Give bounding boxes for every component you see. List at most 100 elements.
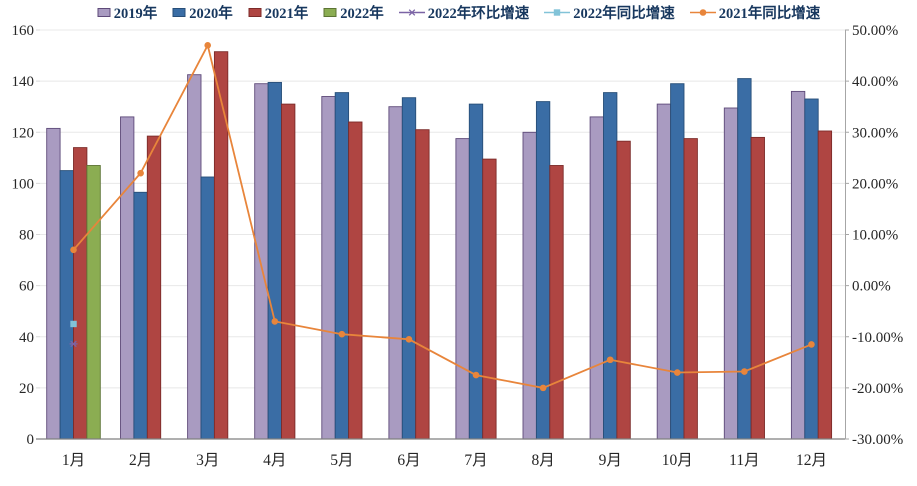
bar-2021年-12月 <box>817 130 833 440</box>
left-axis-label: 140 <box>12 74 35 90</box>
legend-item-2022年环比增速: 2022年环比增速 <box>398 2 530 23</box>
bar-2020年-2月 <box>133 191 148 440</box>
legend-item-2021年: 2021年 <box>248 2 309 23</box>
legend-label: 2022年 <box>340 6 384 22</box>
bar-2019年-3月 <box>187 74 202 440</box>
bar-2021年-6月 <box>415 129 430 440</box>
point-2021年同比增速 <box>338 330 346 338</box>
point-2022年环比增速 <box>69 340 78 348</box>
left-axis-label: 160 <box>12 23 35 39</box>
point-2021年同比增速 <box>70 246 77 254</box>
point-2021年同比增速 <box>271 318 279 325</box>
legend-label: 2021年同比增速 <box>718 6 821 22</box>
right-axis-label: 20.00% <box>852 176 898 192</box>
x-axis-label: 12月 <box>796 452 827 469</box>
point-2021年同比增速 <box>539 384 547 392</box>
right-axis-label: 10.00% <box>852 228 898 244</box>
bar-2019年-11月 <box>723 107 739 440</box>
x-axis-label: 9月 <box>599 452 622 469</box>
x-axis-label: 10月 <box>662 452 693 469</box>
point-2022年同比增速 <box>70 320 77 328</box>
legend-line-swatch <box>689 9 716 16</box>
bar-2020年-1月 <box>59 170 74 440</box>
bar-2019年-5月 <box>321 96 336 440</box>
bar-2020年-10月 <box>670 83 685 440</box>
legend-bar-swatch <box>323 8 337 17</box>
bar-2021年-11月 <box>750 136 765 440</box>
right-axis-label: 30.00% <box>852 125 898 141</box>
legend-label: 2020年 <box>189 6 233 22</box>
bar-2019年-6月 <box>388 106 403 440</box>
bar-2022年-1月 <box>86 165 101 440</box>
chart-legend: 2019年 2020年 2021年 2022年 2022年环比增速 2022年同比增速 20… <box>0 2 917 23</box>
left-axis-label: 100 <box>12 176 35 192</box>
bar-2019年-7月 <box>455 138 470 440</box>
bar-2019年-10月 <box>656 103 672 440</box>
x-axis-label: 8月 <box>531 452 554 469</box>
right-axis-label: -20.00% <box>852 381 903 397</box>
bar-2021年-7月 <box>482 158 497 440</box>
legend-item-2021年同比增速: 2021年同比增速 <box>689 2 821 23</box>
left-axis-label: 0 <box>27 432 35 448</box>
point-2021年同比增速 <box>808 341 815 348</box>
x-axis-label: 1月 <box>62 452 85 469</box>
marker-stroke <box>70 340 77 348</box>
point-2021年同比增速 <box>405 336 413 343</box>
legend-item-2022年: 2022年 <box>323 2 384 23</box>
legend-item-2022年同比增速: 2022年同比增速 <box>544 2 675 23</box>
bar-2019年-2月 <box>120 116 135 440</box>
bar-2021年-4月 <box>281 103 296 440</box>
x-axis-label: 6月 <box>397 452 420 469</box>
right-axis-label: -30.00% <box>852 432 903 448</box>
bar-2019年-12月 <box>790 90 806 440</box>
legend-label: 2022年同比增速 <box>573 6 675 22</box>
bar-2020年-3月 <box>200 176 215 440</box>
x-axis-label: 3月 <box>196 452 219 469</box>
bar-2020年-6月 <box>401 97 417 440</box>
bar-2019年-8月 <box>522 131 537 440</box>
point-2021年同比增速 <box>472 371 480 379</box>
bar-2020年-9月 <box>603 92 618 440</box>
legend-label: 2021年 <box>264 6 309 22</box>
left-axis-label: 20 <box>19 381 34 397</box>
bar-2020年-12月 <box>804 98 819 440</box>
left-axis-label: 40 <box>19 330 34 346</box>
point-2021年同比增速 <box>673 369 681 376</box>
legend-line-swatch <box>544 9 571 16</box>
legend-bar-swatch <box>248 8 262 17</box>
left-axis-label: 80 <box>19 228 34 244</box>
bar-2020年-4月 <box>267 81 282 440</box>
bar-2021年-8月 <box>549 165 564 440</box>
point-2021年同比增速 <box>204 42 212 49</box>
legend-label: 2019年 <box>113 6 158 22</box>
right-axis-label: 40.00% <box>852 74 898 90</box>
bar-2021年-1月 <box>73 147 88 440</box>
legend-label: 2022年环比增速 <box>427 6 530 22</box>
left-axis-label: 60 <box>19 279 34 295</box>
legend-item-2020年: 2020年 <box>172 2 233 23</box>
x-axis-label: 2月 <box>129 452 152 469</box>
right-axis-label: 0.00% <box>852 279 891 295</box>
point-2021年同比增速 <box>137 169 144 177</box>
bar-2021年-10月 <box>683 138 698 440</box>
x-axis-label: 4月 <box>263 452 286 469</box>
legend-line-swatch <box>398 9 425 16</box>
x-axis-label: 7月 <box>464 452 487 469</box>
bar-2021年-3月 <box>213 51 229 440</box>
bar-2019年-4月 <box>254 83 269 440</box>
bar-2019年-1月 <box>46 127 61 440</box>
point-2021年同比增速 <box>606 356 614 364</box>
legend-item-2019年: 2019年 <box>97 2 158 23</box>
bar-2020年-7月 <box>468 103 484 440</box>
bar-2020年-11月 <box>737 78 752 440</box>
right-axis-label: -10.00% <box>852 330 903 346</box>
bar-2021年-5月 <box>348 121 363 440</box>
bar-2019年-9月 <box>589 116 604 440</box>
legend-bar-swatch <box>172 8 186 17</box>
bar-2020年-5月 <box>334 92 350 440</box>
line-2021年同比增速 <box>72 42 812 389</box>
x-axis-label: 11月 <box>729 452 759 469</box>
point-2021年同比增速 <box>741 368 748 375</box>
